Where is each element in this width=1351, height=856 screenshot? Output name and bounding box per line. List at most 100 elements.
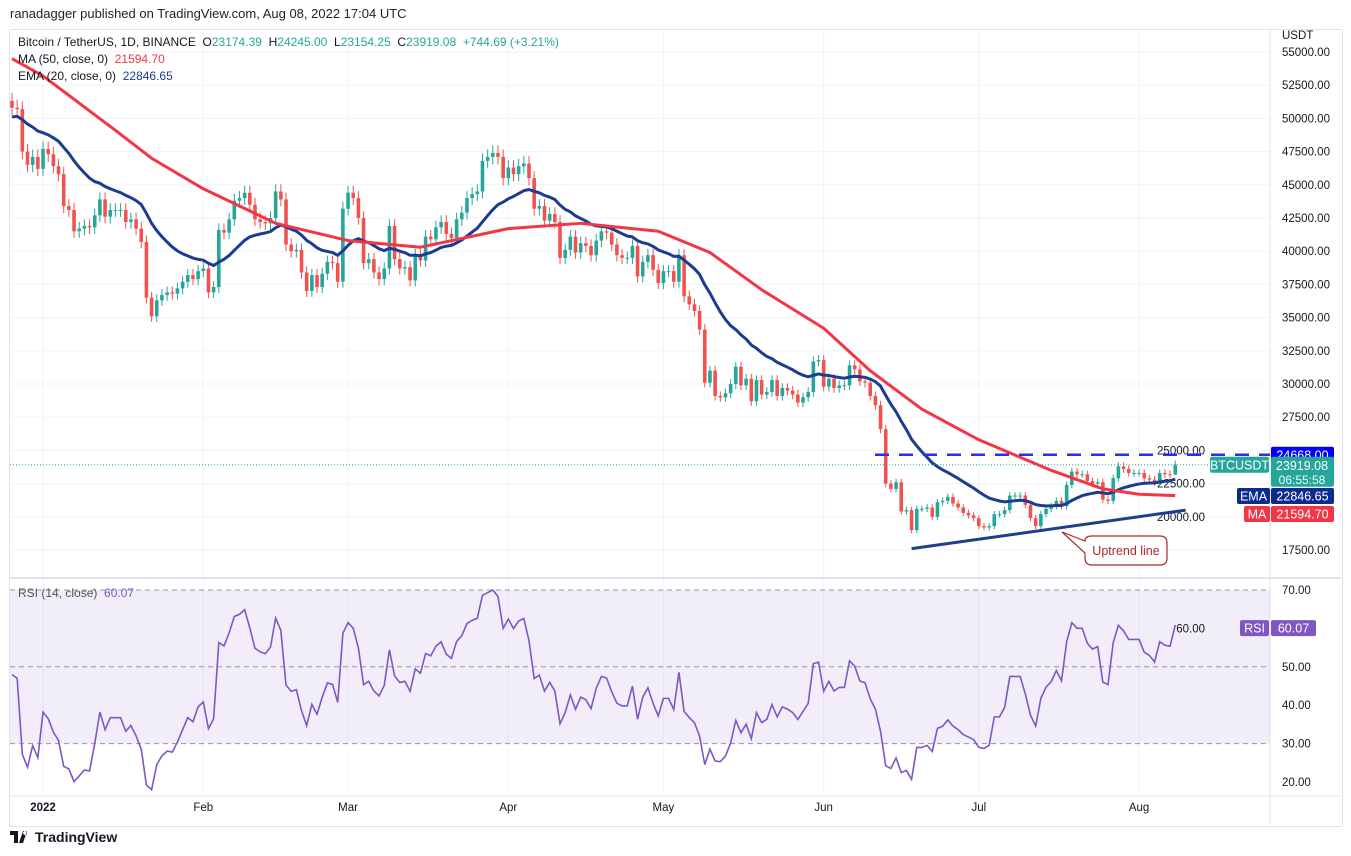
candle-body <box>671 271 676 282</box>
candle-body <box>444 221 449 234</box>
low-label: L <box>334 35 341 49</box>
candle-body <box>382 268 387 280</box>
candle-body <box>160 295 164 301</box>
candle-body <box>640 261 645 277</box>
ma-legend[interactable]: MA (50, close, 0) 21594.70 <box>18 52 165 66</box>
candle-body <box>951 496 955 504</box>
candle-body <box>723 393 728 398</box>
candle-body <box>491 152 495 157</box>
candle-body <box>304 272 309 292</box>
candle-body <box>403 267 407 269</box>
candle-body <box>129 219 133 222</box>
candle-body <box>935 502 940 517</box>
rsi-legend[interactable]: RSI (14, close) 60.07 <box>18 586 134 600</box>
candle-body <box>392 225 397 260</box>
candle-body <box>1008 495 1012 511</box>
candle-body <box>801 397 805 403</box>
candle-body <box>873 395 878 406</box>
candle-body <box>346 192 350 209</box>
candle-body <box>217 229 221 288</box>
candle-body <box>863 381 867 383</box>
candle-body <box>537 206 542 209</box>
time-tick-label: Mar <box>338 802 358 814</box>
price-tick-label: 55000.00 <box>1282 47 1330 59</box>
candle-body <box>449 233 454 238</box>
rsi-tick-label: 70.00 <box>1282 585 1311 597</box>
ema-tag-bg <box>1237 488 1270 504</box>
candle-body <box>1126 468 1131 473</box>
candle-body <box>594 240 599 256</box>
candle-body <box>832 378 836 388</box>
candle-body <box>284 199 288 245</box>
candle-body <box>175 288 180 294</box>
candle-body <box>454 219 459 238</box>
rsi-price-tag-bg <box>1271 620 1316 637</box>
candle-body <box>108 210 113 217</box>
annotation-text: Uptrend line <box>1092 544 1159 558</box>
price-tick-label: 35000.00 <box>1282 313 1330 325</box>
candle-body <box>1095 482 1100 484</box>
candle-body <box>413 255 418 281</box>
candle-body <box>1049 506 1053 509</box>
time-tick-label: Aug <box>1129 802 1149 814</box>
candle-body <box>796 394 800 403</box>
candle-body <box>532 178 536 209</box>
candle-body <box>661 271 666 284</box>
rsi-label: RSI (14, close) <box>18 586 98 600</box>
candle-body <box>744 378 748 386</box>
candle-body <box>196 271 200 280</box>
candle-body <box>1163 472 1167 475</box>
candle-body <box>734 366 738 384</box>
candle-body <box>883 429 888 484</box>
candle-body <box>341 208 345 282</box>
candle-body <box>914 508 919 531</box>
candle-body <box>67 206 71 211</box>
candle-body <box>630 245 635 258</box>
candle-body <box>682 255 686 297</box>
candle-body <box>1116 466 1121 479</box>
candle-body <box>36 156 40 169</box>
candle-body <box>475 191 480 195</box>
ema-tag: EMA <box>1240 490 1268 504</box>
candle-body <box>82 225 87 229</box>
candle-body <box>584 243 588 246</box>
candle-body <box>987 526 991 528</box>
candle-body <box>123 210 128 222</box>
candle-body <box>966 512 971 516</box>
tradingview-logo[interactable]: TradingView <box>10 829 117 845</box>
candle-body <box>30 156 35 165</box>
ma-price-tag: 21594.70 <box>1276 508 1328 522</box>
candle-body <box>294 249 299 252</box>
candle-body <box>687 296 692 305</box>
time-tick-label: Feb <box>193 802 213 814</box>
candle-body <box>1028 504 1033 519</box>
candle-body <box>1033 518 1038 527</box>
candle-body <box>516 166 521 175</box>
candle-body <box>25 151 30 165</box>
tradingview-logo-icon <box>10 831 28 843</box>
candle-body <box>118 210 123 212</box>
candle-body <box>615 244 619 256</box>
candle-body <box>971 515 976 519</box>
ema-price-tag: 22846.65 <box>1276 490 1328 504</box>
candle-body <box>439 221 443 228</box>
candle-body <box>578 243 583 253</box>
ema-legend[interactable]: EMA (20, close, 0) 22846.65 <box>18 69 173 83</box>
candle-body <box>1132 472 1136 474</box>
high-value: 24245.00 <box>277 35 328 49</box>
candle-body <box>1106 499 1110 501</box>
candle-body <box>459 212 464 220</box>
candle-body <box>909 510 914 531</box>
price-tick-label: 45000.00 <box>1282 180 1330 192</box>
candle-body <box>87 225 92 228</box>
candle-body <box>222 229 226 233</box>
rsi-tick-label: 60.00 <box>1176 623 1205 635</box>
price-tick-label: 20000.00 <box>1157 512 1205 524</box>
rsi-tag: RSI <box>1244 622 1265 636</box>
candle-body <box>749 378 754 402</box>
candle-body <box>1002 510 1007 515</box>
price-tick-label: 37500.00 <box>1282 279 1330 291</box>
candle-body <box>816 360 821 362</box>
candle-body <box>940 500 945 503</box>
